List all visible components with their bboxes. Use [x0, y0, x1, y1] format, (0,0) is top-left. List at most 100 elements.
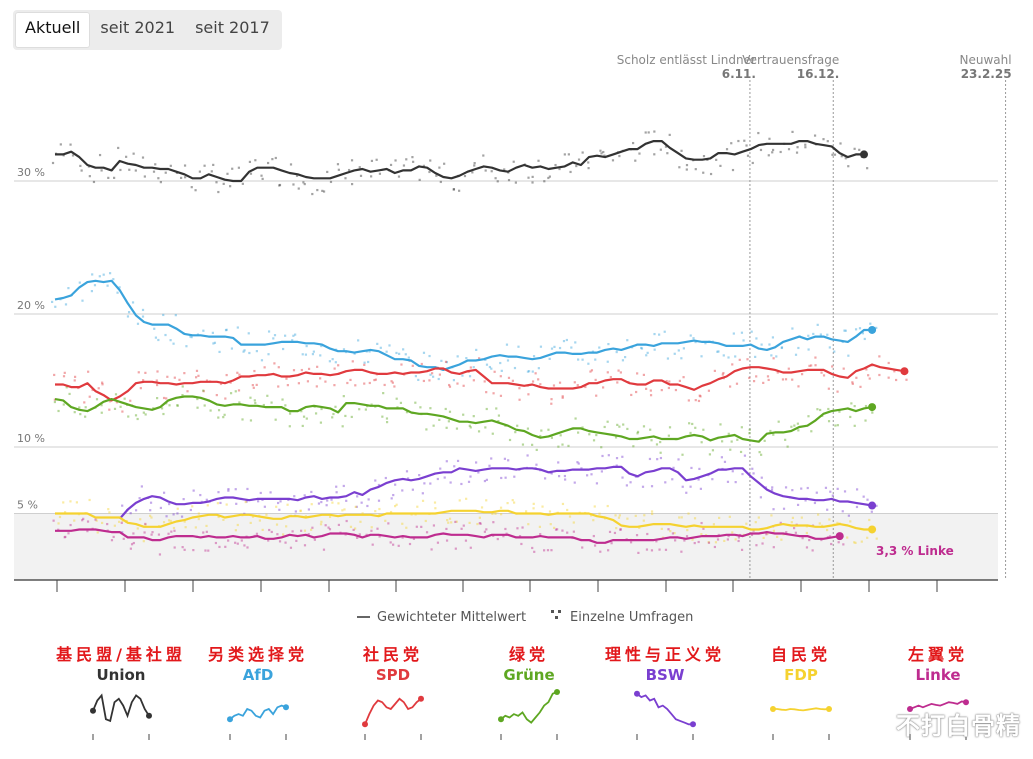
poll-dot — [713, 545, 717, 549]
poll-dot — [240, 497, 243, 501]
poll-dot — [210, 170, 213, 173]
poll-dot — [77, 386, 80, 390]
poll-dot — [385, 417, 389, 420]
poll-dot — [631, 346, 634, 349]
poll-dot — [490, 170, 493, 173]
poll-dot — [638, 152, 641, 155]
poll-dot — [736, 438, 739, 441]
poll-dot — [708, 340, 711, 343]
tab-seit-2021[interactable]: seit 2021 — [100, 18, 176, 37]
poll-dot — [208, 500, 211, 503]
poll-dot — [504, 424, 507, 427]
poll-dot — [853, 147, 856, 150]
poll-dot — [130, 543, 134, 546]
poll-dot — [683, 539, 686, 542]
poll-dot — [791, 130, 794, 133]
poll-dot — [759, 496, 762, 499]
poll-dot — [507, 178, 511, 182]
poll-dot — [805, 546, 809, 549]
poll-dot — [636, 432, 639, 435]
poll-dot — [795, 151, 799, 154]
poll-dot — [836, 487, 839, 490]
poll-dot — [790, 425, 793, 428]
poll-dot — [176, 507, 179, 510]
poll-dot — [534, 467, 537, 470]
poll-dot — [834, 424, 837, 427]
poll-dot — [88, 498, 91, 502]
poll-dot — [606, 504, 609, 508]
poll-dot — [186, 390, 189, 393]
poll-dot — [558, 381, 562, 384]
poll-dot — [253, 369, 256, 373]
poll-dot — [786, 445, 789, 448]
poll-dot — [157, 177, 160, 180]
poll-dot — [236, 326, 239, 329]
poll-dot — [550, 549, 553, 552]
poll-dot — [746, 154, 750, 157]
poll-dot — [464, 539, 468, 542]
poll-dot — [269, 491, 272, 494]
poll-dot — [225, 373, 228, 377]
poll-dot — [702, 428, 705, 431]
poll-dot — [748, 432, 751, 435]
poll-dot — [678, 166, 681, 169]
poll-dot — [770, 354, 773, 357]
poll-dot — [686, 529, 689, 532]
poll-dot — [561, 396, 564, 399]
poll-dot — [258, 519, 261, 522]
poll-dot — [780, 346, 783, 350]
poll-dot — [718, 516, 721, 519]
poll-dot — [416, 505, 419, 508]
poll-dot — [558, 346, 562, 350]
party-legend-item: 自民党 FDP — [770, 645, 832, 740]
poll-dot — [116, 291, 119, 294]
poll-dot — [173, 529, 176, 532]
poll-dot — [407, 356, 410, 359]
poll-dot — [635, 534, 639, 537]
poll-dot — [224, 397, 227, 400]
poll-dot — [286, 384, 289, 387]
poll-dot — [700, 533, 703, 536]
poll-dot — [149, 501, 153, 504]
poll-dot — [711, 478, 714, 481]
sparkline-end-dot — [283, 704, 289, 711]
poll-dot — [448, 410, 452, 413]
poll-dot — [602, 386, 605, 389]
poll-dot — [197, 374, 200, 377]
poll-dot — [106, 529, 109, 532]
poll-dot — [513, 475, 516, 478]
poll-dot — [153, 327, 156, 330]
poll-dot — [791, 327, 794, 330]
poll-dot — [417, 378, 420, 382]
tab-seit-2017[interactable]: seit 2017 — [195, 18, 270, 37]
party-name-chinese: 绿党 — [509, 645, 549, 664]
poll-dot — [279, 500, 282, 503]
poll-dot — [86, 520, 90, 523]
poll-dot — [276, 533, 279, 536]
poll-dot — [378, 535, 381, 538]
poll-dot — [121, 410, 124, 413]
poll-dot — [488, 464, 491, 467]
poll-dot — [752, 380, 756, 383]
poll-dot — [824, 486, 828, 489]
poll-dot — [102, 273, 105, 276]
poll-dot — [101, 521, 104, 525]
poll-dot — [871, 364, 874, 367]
poll-dot — [775, 355, 778, 358]
poll-dot — [303, 544, 307, 547]
poll-dot — [783, 142, 786, 146]
poll-dot — [78, 281, 81, 284]
poll-dot — [843, 490, 847, 493]
poll-dot — [358, 533, 361, 536]
poll-dot — [543, 549, 546, 552]
poll-dot — [462, 413, 465, 416]
poll-dot — [364, 408, 367, 411]
poll-dot — [375, 158, 378, 161]
poll-dot — [291, 530, 294, 533]
poll-dot — [69, 143, 72, 146]
poll-dot — [156, 397, 159, 400]
tab-aktuell[interactable]: Aktuell — [15, 12, 91, 48]
chart-legend: Gewichteter Mittelwert Einzelne Umfragen — [357, 610, 693, 625]
poll-dot — [558, 167, 561, 171]
poll-dot — [798, 335, 801, 338]
